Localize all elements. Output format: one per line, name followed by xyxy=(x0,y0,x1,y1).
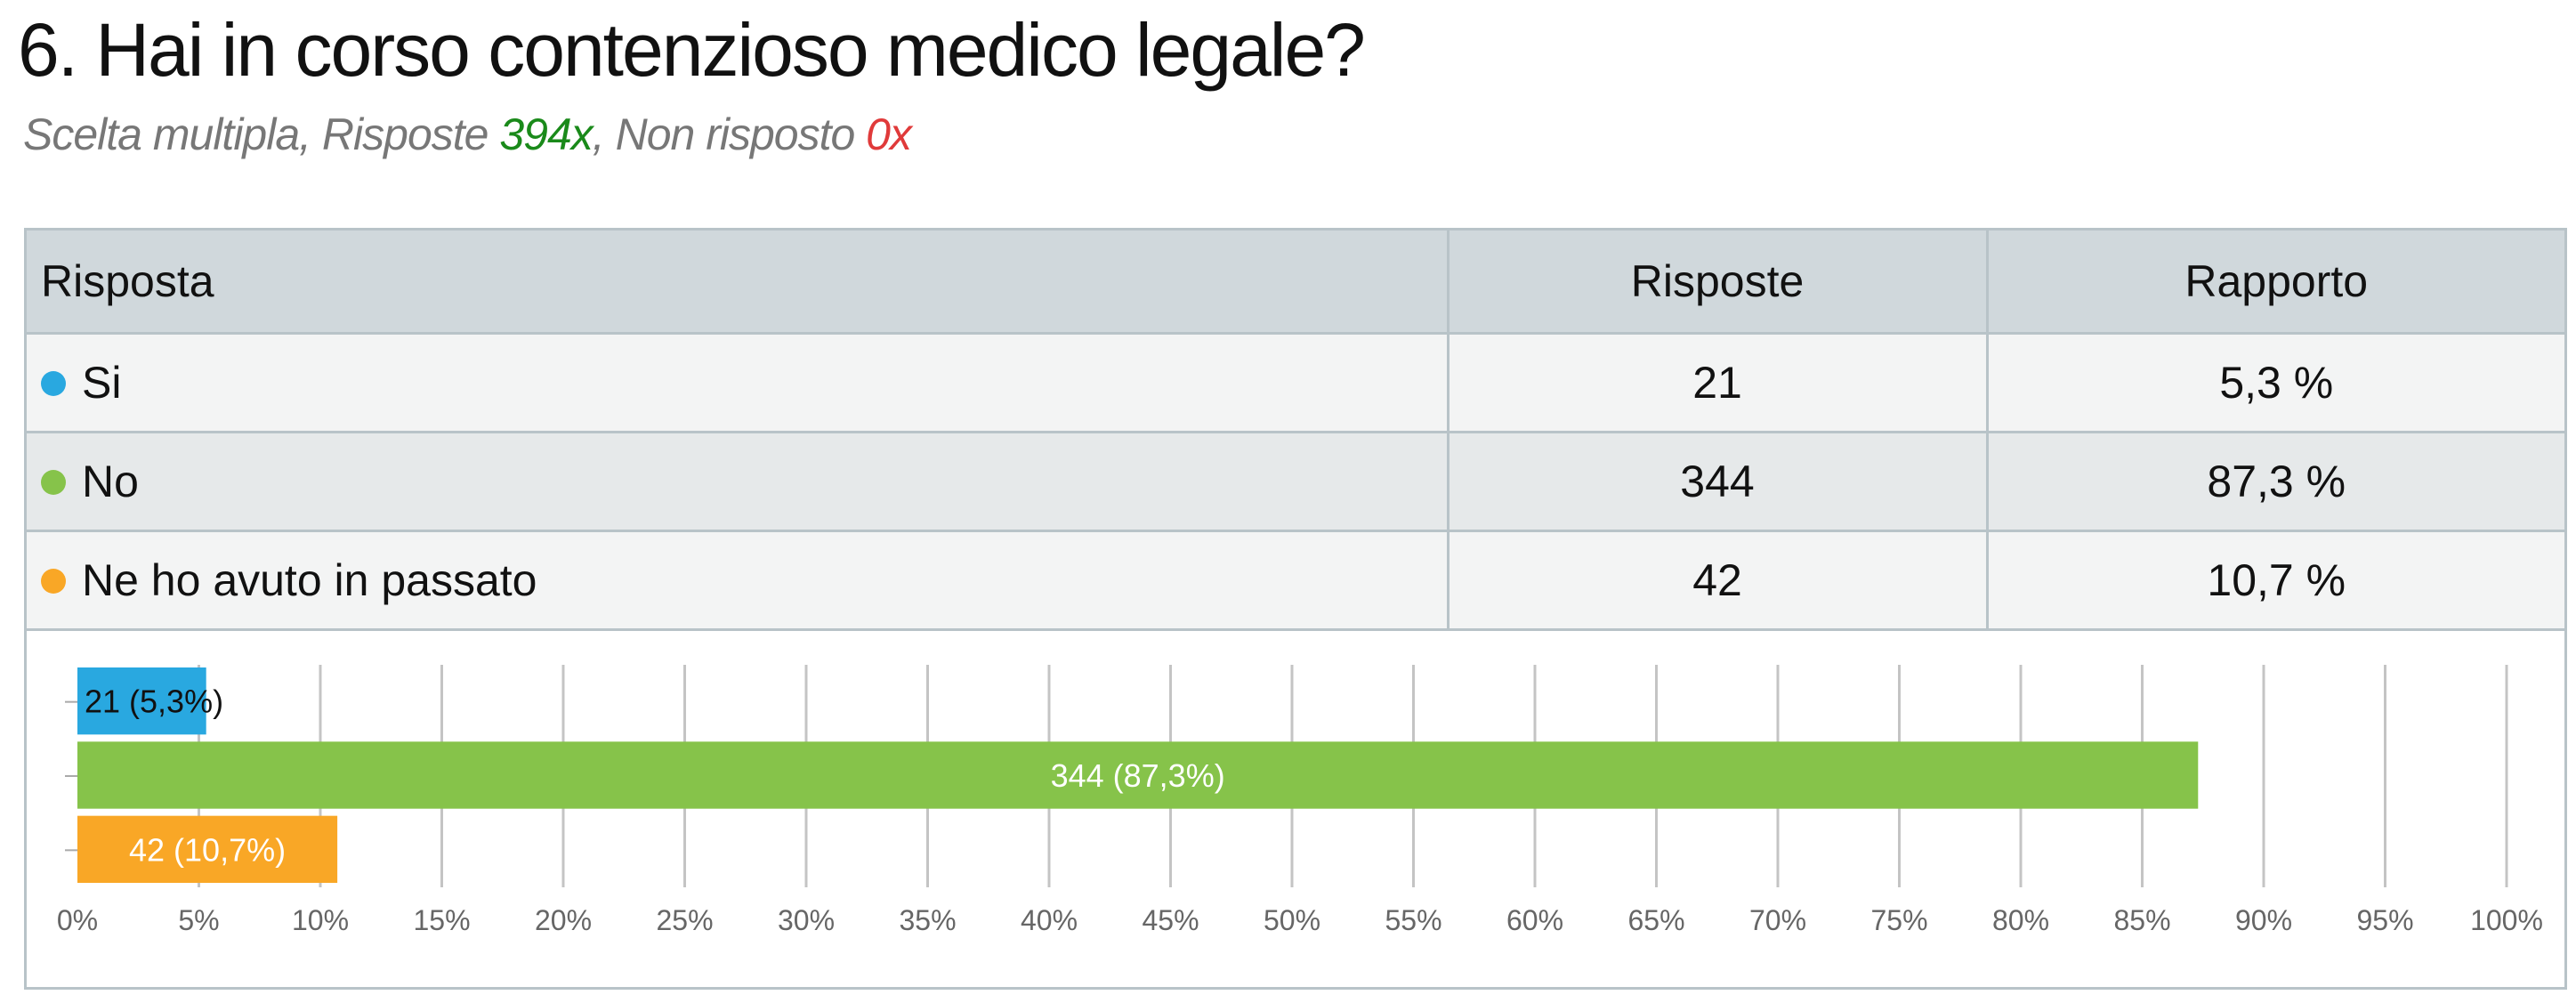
table-row: No 344 87,3 % xyxy=(27,431,2564,532)
ratio-cell: 5,3 % xyxy=(1985,333,2564,433)
color-dot xyxy=(41,469,66,495)
x-tick-label: 25% xyxy=(656,904,713,936)
ratio-cell: 87,3 % xyxy=(1985,431,2564,532)
answer-label: Ne ho avuto in passato xyxy=(82,555,537,605)
x-tick-label: 65% xyxy=(1627,904,1684,936)
color-dot xyxy=(41,568,66,594)
results-table: Risposta Risposte Rapporto Si 21 5,3 % No 34… xyxy=(27,231,2564,631)
x-tick-label: 50% xyxy=(1264,904,1320,936)
color-dot xyxy=(41,370,66,396)
x-tick-label: 0% xyxy=(57,904,98,936)
ratio-cell: 10,7 % xyxy=(1985,530,2564,631)
bar xyxy=(77,741,2199,809)
subtitle-text: Scelta multipla, Risposte xyxy=(23,109,500,159)
subtitle: Scelta multipla, Risposte 394x, Non risp… xyxy=(23,109,912,160)
answer-cell: Si xyxy=(27,333,1450,433)
x-tick-label: 30% xyxy=(778,904,835,936)
bar-label: 21 (5,3%) xyxy=(85,683,223,720)
x-tick-label: 15% xyxy=(413,904,470,936)
x-tick-label: 5% xyxy=(178,904,219,936)
answered-count: 394x xyxy=(499,109,593,159)
unanswered-count: 0x xyxy=(866,109,912,159)
results-box: Risposta Risposte Rapporto Si 21 5,3 % No 34… xyxy=(24,228,2567,990)
column-header: Risposte xyxy=(1446,231,1989,335)
bar xyxy=(77,815,338,883)
x-tick-label: 95% xyxy=(2356,904,2413,936)
question-title: 6. Hai in corso contenzioso medico legal… xyxy=(18,8,1366,92)
x-tick-label: 40% xyxy=(1021,904,1078,936)
x-tick-label: 55% xyxy=(1385,904,1441,936)
x-tick-label: 100% xyxy=(2470,904,2543,936)
x-tick-label: 20% xyxy=(535,904,592,936)
column-header: Risposta xyxy=(27,231,1450,335)
answer-label: No xyxy=(82,457,139,506)
table-row: Ne ho avuto in passato 42 10,7 % xyxy=(27,530,2564,631)
x-tick-label: 35% xyxy=(899,904,956,936)
answer-label: Si xyxy=(82,358,122,408)
count-cell: 21 xyxy=(1446,333,1989,433)
bar xyxy=(77,667,206,735)
answer-cell: No xyxy=(27,431,1450,532)
column-header: Rapporto xyxy=(1985,231,2564,335)
header-row: Risposta Risposte Rapporto xyxy=(27,231,2564,335)
bar-label: 42 (10,7%) xyxy=(129,831,286,868)
bar-label: 344 (87,3%) xyxy=(1051,757,1225,794)
subtitle-text: , Non risposto xyxy=(592,109,867,159)
x-tick-label: 80% xyxy=(1992,904,2049,936)
x-tick-label: 70% xyxy=(1749,904,1806,936)
answer-cell: Ne ho avuto in passato xyxy=(27,530,1450,631)
bar-chart: 0% 5% 10% 15% 20% 25% 30% 35% 40% 45% 50% 55% 60% 65%… xyxy=(57,665,2543,936)
x-tick-label: 75% xyxy=(1870,904,1927,936)
count-cell: 344 xyxy=(1446,431,1989,532)
count-cell: 42 xyxy=(1446,530,1989,631)
x-tick-label: 85% xyxy=(2113,904,2170,936)
x-tick-label: 45% xyxy=(1142,904,1199,936)
x-tick-label: 90% xyxy=(2235,904,2292,936)
x-tick-label: 10% xyxy=(292,904,349,936)
x-tick-label: 60% xyxy=(1506,904,1563,936)
table-row: Si 21 5,3 % xyxy=(27,333,2564,433)
